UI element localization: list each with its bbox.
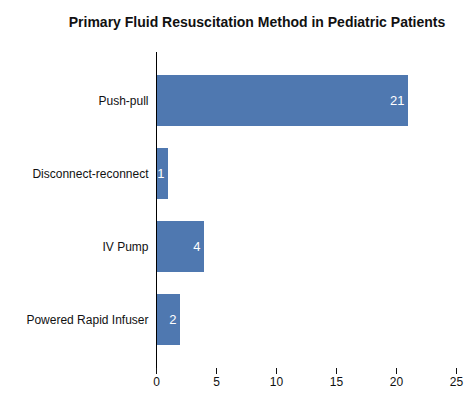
html-text:Primary Fluid Resuscitation Me: Primary Fluid Resuscitation Method in Pe… xyxy=(68,14,446,30)
svg-text:1: 1 xyxy=(157,166,164,181)
svg-text:2: 2 xyxy=(169,312,176,327)
svg-text:10: 10 xyxy=(270,375,284,389)
svg-text:Disconnect-reconnect: Disconnect-reconnect xyxy=(32,167,149,181)
svg-text:15: 15 xyxy=(330,375,344,389)
svg-text:Push-pull: Push-pull xyxy=(98,94,148,108)
svg-text:5: 5 xyxy=(213,375,220,389)
svg-text:20: 20 xyxy=(390,375,404,389)
svg-text:IV Pump: IV Pump xyxy=(102,240,148,254)
svg-text:0: 0 xyxy=(153,375,160,389)
svg-text:4: 4 xyxy=(193,239,200,254)
svg-text:21: 21 xyxy=(390,93,404,108)
svg-text:25: 25 xyxy=(450,375,464,389)
svg-text:Powered Rapid Infuser: Powered Rapid Infuser xyxy=(26,313,148,327)
